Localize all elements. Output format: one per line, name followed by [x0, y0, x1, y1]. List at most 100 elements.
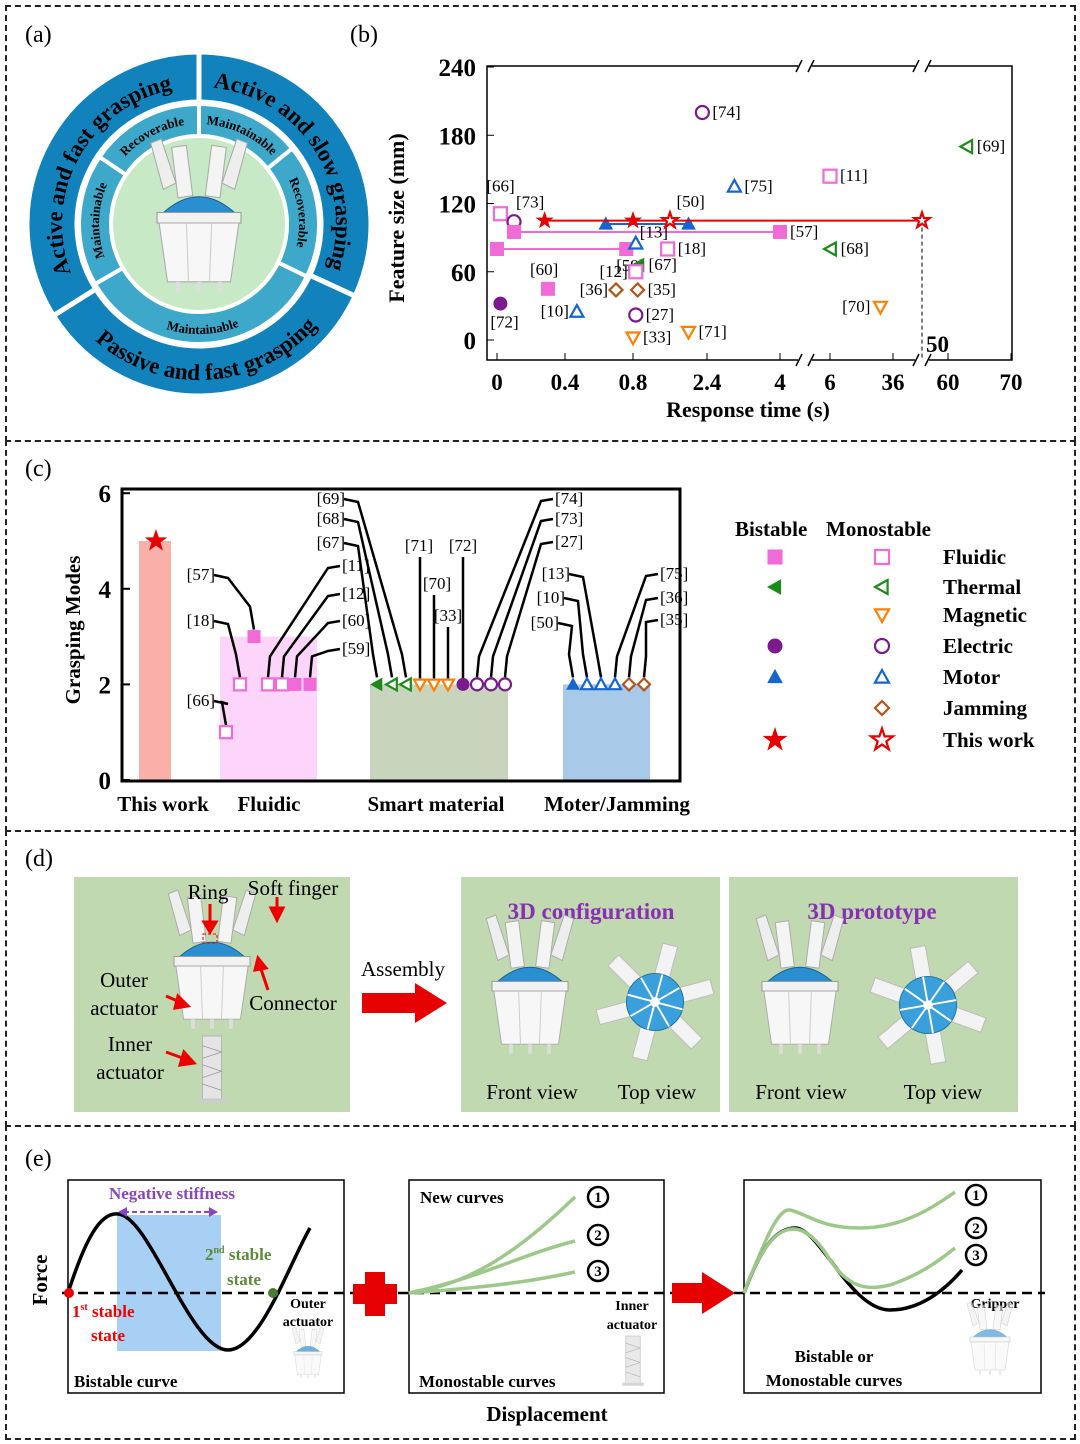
marker-label: [59] [342, 639, 370, 658]
grasping-mode-marker [469, 677, 485, 692]
leader-line [503, 540, 554, 678]
monostable-curves-label: Monostable curves [419, 1372, 556, 1391]
x-axis-title: Response time (s) [666, 397, 830, 422]
grasping-mode-marker [440, 678, 456, 693]
legend-marker-monostable [867, 724, 897, 753]
panel-label-c: (c) [25, 456, 52, 482]
new-curve-3 [408, 1270, 576, 1295]
legend-marker-monostable [873, 699, 891, 717]
point-label: [75] [744, 176, 772, 195]
new-curve-2 [408, 1239, 576, 1295]
marker-label: [74] [555, 489, 583, 508]
x-tick-label: 36 [882, 370, 905, 395]
leader-line [213, 573, 256, 630]
data-point [492, 206, 508, 222]
grasping-mode-marker [383, 676, 398, 693]
grasping-mode-marker [593, 676, 609, 691]
marker-label: [13] [542, 564, 570, 583]
panel-e-frame [5, 1125, 1076, 1440]
data-point [958, 138, 974, 155]
result-label-2: Monostable curves [766, 1371, 903, 1390]
inner-actuator-label-2: actuator [607, 1318, 658, 1333]
marker-label: [11] [342, 556, 370, 575]
plot-frame [486, 65, 1013, 361]
grasping-mode-marker [607, 676, 623, 691]
grasping-mode-marker [218, 725, 234, 740]
marker-label: [18] [187, 611, 215, 630]
leader-line [343, 497, 408, 678]
legend-marker-bistable [762, 726, 788, 751]
y-axis-title: Grasping Modes [61, 556, 85, 705]
this-work-point [910, 209, 934, 230]
badge-3: 3 [972, 1248, 980, 1264]
y-tick-label: 0 [99, 768, 112, 795]
legend-marker-bistable [767, 638, 783, 654]
connector-label: Connector [249, 991, 336, 1015]
marker-label: [35] [660, 610, 688, 629]
marker-label: [57] [187, 565, 215, 584]
displacement-axis-label: Displacement [486, 1402, 607, 1426]
outer-actuator-label-1: Outer [100, 968, 148, 992]
axis-break [915, 61, 929, 71]
inner-actuator-label-1: Inner [108, 1032, 152, 1056]
panel-b-scatter-chart: 0 60 120 180 240 0 0.4 0.8 2.4 4 6 36 60 70 Feature si… [384, 55, 1023, 422]
data-point [681, 216, 696, 230]
leader-line [557, 621, 575, 678]
this-work-point [535, 210, 554, 229]
data-point [627, 234, 645, 250]
badge-1: 1 [594, 1190, 602, 1206]
badge-3: 3 [594, 1264, 602, 1280]
new-curves-label: New curves [420, 1188, 504, 1207]
legend-marker-monostable [873, 608, 891, 625]
category-label: Smart material [367, 792, 504, 816]
legend-marker-monostable [873, 667, 891, 684]
outer-actuator-label-2: actuator [90, 996, 158, 1020]
leader-line [343, 517, 394, 678]
legend-header-bistable: Bistable [735, 517, 807, 541]
point-label: [33] [643, 328, 671, 347]
inner-ring-segment [96, 101, 201, 178]
outer-actuator-label-2: actuator [283, 1315, 334, 1330]
assembly-label: Assembly [361, 957, 446, 981]
data-point [726, 177, 743, 193]
bistable-curve-box [67, 1179, 345, 1394]
y-tick-label: 6 [99, 481, 112, 508]
grasping-mode-marker [288, 677, 302, 691]
data-point [680, 325, 697, 341]
data-point [628, 264, 644, 280]
grasping-mode-marker [456, 677, 470, 691]
grasping-mode-marker [232, 677, 248, 692]
data-point [773, 224, 787, 239]
data-point [490, 242, 504, 256]
bistable-curve [66, 1212, 312, 1352]
data-point [694, 104, 710, 121]
grasping-mode-marker [260, 677, 276, 692]
marker-label: [33] [434, 606, 462, 625]
panel-label-b: (b) [350, 22, 378, 48]
legend-label: Electric [943, 634, 1013, 658]
inner-actuator-label-1: Inner [615, 1299, 648, 1314]
marker-label: [50] [531, 613, 559, 632]
leader-line [266, 564, 341, 678]
leader-line [213, 619, 242, 678]
data-point [507, 224, 521, 239]
result-arrow-icon [672, 1272, 735, 1314]
legend-header-monostable: Monostable [826, 517, 931, 541]
x-tick-label: 0 [491, 370, 503, 395]
marker-label: [10] [537, 588, 565, 607]
legend-label: Thermal [943, 575, 1021, 599]
marker-label: [67] [317, 533, 345, 552]
point-label: [69] [977, 137, 1005, 156]
prototype-top-view-label: Top view [904, 1080, 983, 1104]
configuration-top-view-label: Top view [618, 1080, 697, 1104]
inner-actuator-label-2: actuator [96, 1060, 164, 1084]
leader-line [475, 497, 554, 678]
configuration-front-view-label: Front view [486, 1080, 578, 1104]
point-label: [57] [790, 222, 818, 241]
3d-configuration-title: 3D configuration [508, 899, 675, 924]
leader-line [213, 699, 229, 726]
grasping-mode-marker [397, 676, 412, 693]
marker-label: [36] [660, 588, 688, 607]
bar [370, 684, 508, 780]
data-point [821, 240, 837, 258]
